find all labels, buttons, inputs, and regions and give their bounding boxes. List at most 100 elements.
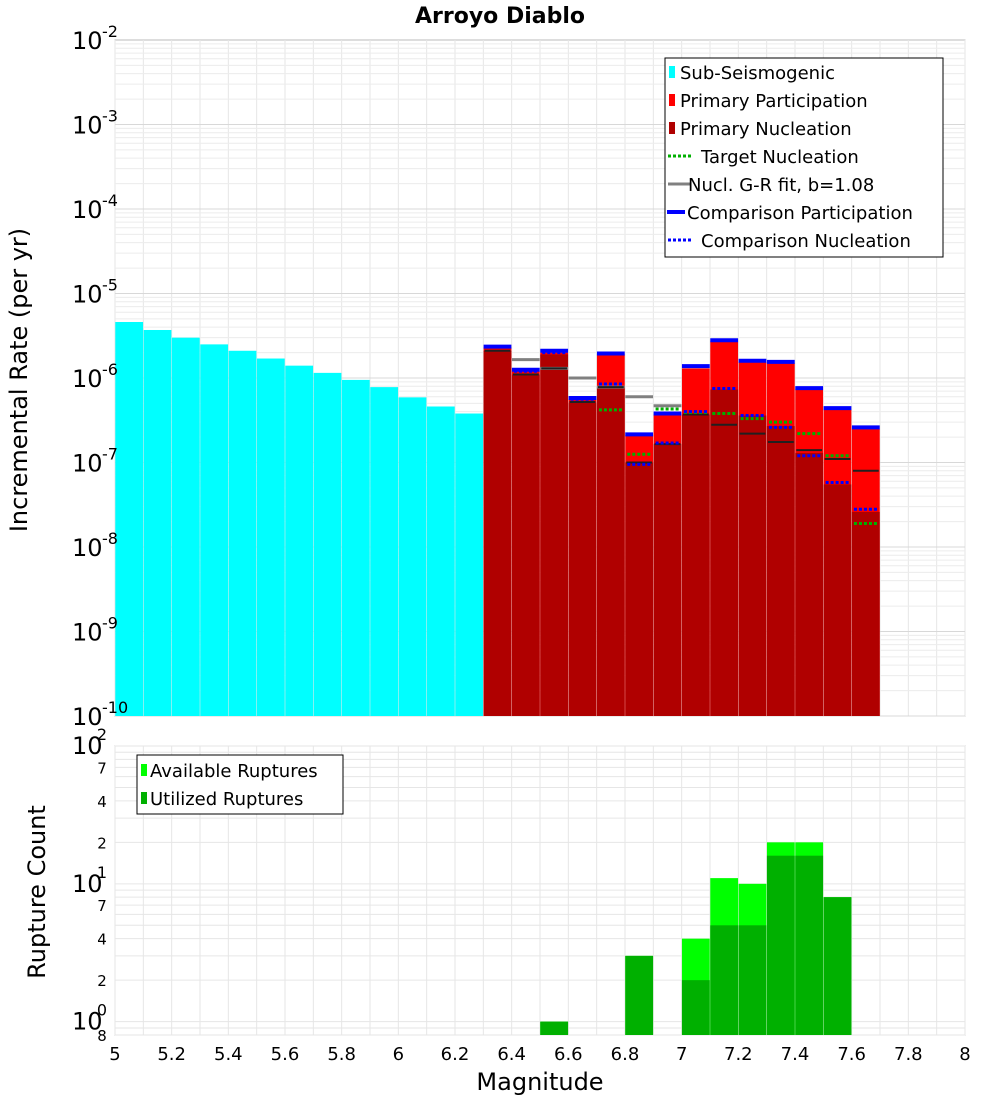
y-tick-base: 10	[72, 870, 103, 898]
y-tick-base: 10	[72, 365, 103, 393]
bar-primary-nucleation	[483, 350, 512, 716]
y-tick-base: 10	[72, 1008, 103, 1036]
y-tick-base: 10	[72, 281, 103, 309]
legend-label: Nucl. G-R fit, b=1.08	[688, 175, 874, 196]
legend-label: Target Nucleation	[700, 147, 859, 168]
bar-sub-seismogenic	[285, 365, 314, 716]
bar-sub-seismogenic	[228, 350, 257, 716]
x-tick-label: 5	[109, 1044, 120, 1065]
legend-label: Available Ruptures	[150, 761, 318, 782]
y-minor-tick-label: 7	[97, 897, 107, 915]
y-tick-base: 10	[72, 112, 103, 140]
y-minor-tick-label: 7	[97, 759, 107, 777]
y-tick-decade: 10 -2	[72, 22, 118, 55]
bar-utilized-ruptures	[823, 897, 852, 1035]
y-tick-base: 10	[72, 732, 103, 760]
legend-swatch	[669, 122, 675, 134]
y-tick-decade: 102	[72, 725, 107, 760]
y-tick-base: 10	[72, 703, 103, 731]
legend-label: Primary Participation	[680, 91, 868, 112]
y-tick-base: 10	[72, 196, 103, 224]
bar-primary-nucleation	[540, 354, 569, 716]
bar-utilized-ruptures	[681, 980, 710, 1035]
y-tick-decade: 10 -10	[72, 698, 128, 731]
y-minor-tick-label: 2	[97, 834, 107, 852]
y-tick-exponent: -6	[102, 360, 118, 379]
x-tick-label: 6.4	[497, 1044, 526, 1065]
y-tick-exponent: -2	[102, 22, 118, 41]
bar-sub-seismogenic	[455, 413, 484, 716]
legend-item-target-nucleation: Target Nucleation	[668, 147, 859, 168]
count-bars	[540, 842, 852, 1035]
y-tick-base: 10	[72, 619, 103, 647]
legend-label: Comparison Nucleation	[701, 231, 911, 252]
y-minor-tick-label: 8	[97, 1027, 107, 1045]
bar-sub-seismogenic	[398, 397, 427, 716]
bar-primary-nucleation	[823, 484, 852, 716]
legend-label: Sub-Seismogenic	[680, 63, 835, 84]
y-tick-decade: 10 -8	[72, 529, 118, 562]
x-tick-label: 5.2	[157, 1044, 186, 1065]
y-tick-base: 10	[72, 450, 103, 478]
x-tick-label: 5.6	[271, 1044, 300, 1065]
rate-legend: Sub-Seismogenic Primary Participation Prim…	[664, 57, 944, 258]
bar-primary-nucleation	[653, 444, 682, 716]
bar-primary-nucleation	[596, 386, 625, 716]
x-tick-label: 7	[676, 1044, 687, 1065]
y-tick-decade: 10 -7	[72, 445, 118, 478]
x-tick-label: 7.8	[894, 1044, 923, 1065]
bar-utilized-ruptures	[795, 855, 824, 1035]
x-tick-labels: 5 5.2 5.4 5.6 5.8 6 6.2 6.4 6.6 6.8 7 7.2 7.4 7.6 7.8 8	[109, 1044, 970, 1065]
y-minor-tick-label: 4	[97, 931, 107, 949]
legend-item-primary-nucleation: Primary Nucleation	[669, 119, 852, 140]
legend-label: Utilized Ruptures	[150, 789, 303, 810]
legend-swatch	[669, 66, 675, 78]
y-tick-exponent: -10	[102, 698, 128, 717]
rate-y-axis-label: Incremental Rate (per yr)	[5, 228, 33, 532]
bar-sub-seismogenic	[143, 329, 172, 716]
y-tick-exponent: -4	[102, 191, 118, 210]
y-tick-decade: 10 -9	[72, 614, 118, 647]
y-tick-exponent: 0	[97, 1001, 107, 1020]
x-tick-label: 6.2	[441, 1044, 470, 1065]
bar-utilized-ruptures	[738, 925, 767, 1035]
legend-item-sub-seismogenic: Sub-Seismogenic	[669, 63, 835, 84]
bar-sub-seismogenic	[370, 387, 399, 716]
count-y-axis-label: Rupture Count	[23, 805, 51, 979]
chart-title: Arroyo Diablo	[415, 4, 585, 29]
count-legend: Available Ruptures Utilized Ruptures	[136, 754, 344, 815]
x-tick-label: 6	[393, 1044, 404, 1065]
legend-item-available-ruptures: Available Ruptures	[141, 761, 318, 782]
y-tick-decade: 10 -3	[72, 107, 118, 140]
x-axis-label: Magnitude	[476, 1068, 603, 1096]
rate-bars	[115, 321, 880, 716]
bar-utilized-ruptures	[766, 855, 795, 1035]
y-minor-tick-label: 4	[97, 793, 107, 811]
x-tick-label: 6.8	[611, 1044, 640, 1065]
bar-utilized-ruptures	[710, 925, 739, 1035]
bar-primary-nucleation	[710, 389, 739, 716]
x-tick-label: 7.2	[724, 1044, 753, 1065]
y-minor-tick-label: 2	[97, 972, 107, 990]
bar-primary-nucleation	[766, 426, 795, 716]
y-tick-decade: 10 -6	[72, 360, 118, 393]
legend-swatch	[141, 764, 147, 776]
bar-primary-nucleation	[681, 414, 710, 716]
y-tick-base: 10	[72, 27, 103, 55]
legend-swatch	[141, 792, 147, 804]
legend-item-comparison-nucleation: Comparison Nucleation	[668, 231, 911, 252]
legend-item-nucl-g-r-fit-b-1-08: Nucl. G-R fit, b=1.08	[668, 175, 874, 196]
legend-box	[136, 754, 344, 815]
legend-label: Comparison Participation	[687, 203, 913, 224]
x-tick-label: 7.4	[781, 1044, 810, 1065]
bar-primary-nucleation	[851, 511, 880, 716]
bar-sub-seismogenic	[171, 337, 200, 716]
y-tick-exponent: 1	[97, 863, 107, 882]
bar-primary-nucleation	[795, 452, 824, 716]
bar-primary-nucleation	[738, 415, 767, 716]
